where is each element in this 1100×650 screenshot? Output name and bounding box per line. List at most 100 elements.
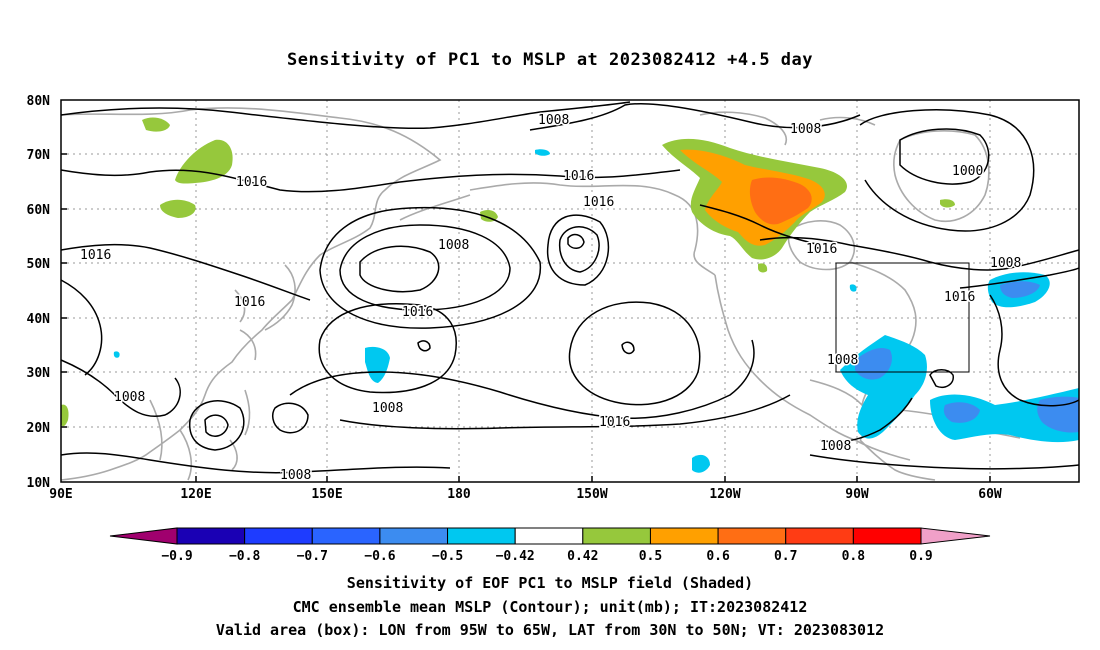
colorbar-tick-label: −0.9 — [161, 549, 192, 564]
colorbar-tick-label: −0.42 — [496, 549, 535, 564]
latitude-labels: 80N 70N 60N 50N 40N 30N 20N 10N — [27, 94, 51, 491]
pos-area-small-4 — [61, 404, 69, 427]
contour-mex-1008 — [819, 397, 913, 443]
contour-tropical — [809, 454, 1080, 470]
colorbar-max-triangle — [920, 527, 991, 545]
lat-label: 10N — [27, 476, 51, 491]
contour-label: 1008 — [790, 122, 821, 137]
lon-label: 120E — [180, 487, 211, 502]
alaska-coast — [469, 182, 716, 276]
lat-label: 50N — [27, 257, 51, 272]
contour-sw-low-2 — [188, 400, 245, 451]
pos-area-siberia — [175, 139, 233, 184]
contour-label: 1008 — [827, 353, 858, 368]
contour-high-pacific — [318, 303, 457, 394]
lat-label: 30N — [27, 366, 51, 381]
neg-area-atlantic-1b — [1000, 281, 1040, 298]
axis-ticks — [61, 153, 991, 482]
colorbar-tick-label: 0.6 — [706, 549, 730, 564]
contour-label: 1016 — [80, 248, 111, 263]
contour-1016-mid — [289, 339, 755, 420]
neg-area-small-3 — [849, 284, 857, 292]
contour-na-1008-b — [699, 204, 821, 246]
colorbar-min-triangle — [109, 527, 178, 545]
pos-area-arctic — [142, 117, 170, 132]
contour-label: 1016 — [236, 175, 267, 190]
japan — [239, 264, 296, 361]
colorbar-box — [447, 527, 516, 545]
contour-1008-south — [60, 452, 451, 474]
korea — [234, 289, 246, 323]
colorbar-box — [244, 527, 313, 545]
colorbar-tick-label: 0.5 — [639, 549, 662, 564]
contour-1008-ne — [859, 109, 1035, 232]
colorbar-box — [514, 527, 584, 545]
central-america — [859, 439, 936, 481]
contour-small-pac — [621, 341, 635, 355]
neg-area-small-1 — [535, 149, 550, 156]
contour-atl-1008 — [959, 267, 1080, 289]
contour-atl-1016 — [989, 294, 1080, 407]
contour-label: 1016 — [234, 295, 265, 310]
colorbar-tick-label: −0.6 — [364, 549, 395, 564]
caption-line-1: Sensitivity of EOF PC1 to MSLP field (Sh… — [346, 574, 754, 592]
neg-area-small-2 — [113, 351, 120, 358]
contour-1000-ne — [899, 128, 990, 185]
shaded-sensitivity — [61, 117, 1079, 473]
lon-label: 180 — [447, 487, 471, 502]
contour-1016-siberia — [60, 169, 681, 193]
contour-label: 1008 — [990, 256, 1021, 271]
colorbar-box — [582, 527, 651, 545]
lat-label: 40N — [27, 312, 51, 327]
neg-area-atlantic-2c — [943, 402, 980, 423]
colorbar-tick-label: 0.7 — [774, 549, 797, 564]
contour-high-pacific-2 — [568, 301, 701, 406]
lat-label: 80N — [27, 94, 51, 109]
contour-label: 1008 — [820, 439, 851, 454]
indochina — [149, 399, 192, 481]
pos-area-siberia-2 — [160, 199, 196, 218]
contour-label: 1008 — [114, 390, 145, 405]
contour-1008-north — [529, 102, 861, 131]
colorbar-box — [176, 527, 246, 545]
arctic-islands — [699, 111, 876, 146]
map-border — [60, 99, 1080, 483]
mslp-contours — [60, 101, 1080, 474]
valid-area-box — [835, 262, 970, 373]
lon-label: 90E — [49, 487, 72, 502]
contour-label: 1016 — [944, 290, 975, 305]
contour-caribbean — [929, 369, 954, 388]
contour-label: 1016 — [402, 305, 433, 320]
colorbar-tick-label: 0.9 — [909, 549, 932, 564]
lat-label: 60N — [27, 203, 51, 218]
neg-area-pacific — [365, 346, 390, 383]
contour-label: 1008 — [372, 401, 403, 416]
contour-asia-1016 — [60, 243, 311, 301]
lat-label: 20N — [27, 421, 51, 436]
contour-low-aleutian-2 — [339, 224, 511, 311]
colorbar-box — [852, 527, 922, 545]
contour-1016-south — [339, 394, 791, 430]
colorbar: −0.9 −0.8 −0.7 −0.6 −0.5 −0.42 0.42 0.5 0.6 0.7 0.… — [109, 527, 991, 564]
contour-high-wp — [271, 402, 309, 434]
caption-line-3: Valid area (box): LON from 95W to 65W, L… — [215, 621, 885, 639]
colorbar-tick-label: −0.7 — [297, 549, 328, 564]
caption-line-2: CMC ensemble mean MSLP (Contour); unit(m… — [292, 598, 808, 616]
contour-label: 1016 — [583, 195, 614, 210]
colorbar-box — [379, 527, 449, 545]
neg-area-mexico — [692, 454, 710, 473]
colorbar-tick-label: −0.8 — [229, 549, 260, 564]
lon-label: 150E — [311, 487, 342, 502]
lon-label: 150W — [576, 487, 607, 502]
longitude-labels: 90E 120E 150E 180 150W 120W 90W 60W — [49, 487, 1002, 502]
lon-label: 60W — [978, 487, 1002, 502]
philippines — [229, 389, 251, 471]
contour-label: 1016 — [563, 169, 594, 184]
colorbar-tick-label: 0.8 — [842, 549, 866, 564]
chart-title: Sensitivity of PC1 to MSLP at 2023082412… — [286, 50, 813, 70]
colorbar-box — [717, 527, 787, 545]
contour-label: 1016 — [599, 415, 630, 430]
contour-label: 1016 — [806, 242, 837, 257]
contour-low-aleutian-3 — [319, 206, 542, 329]
lat-label: 70N — [27, 148, 51, 163]
